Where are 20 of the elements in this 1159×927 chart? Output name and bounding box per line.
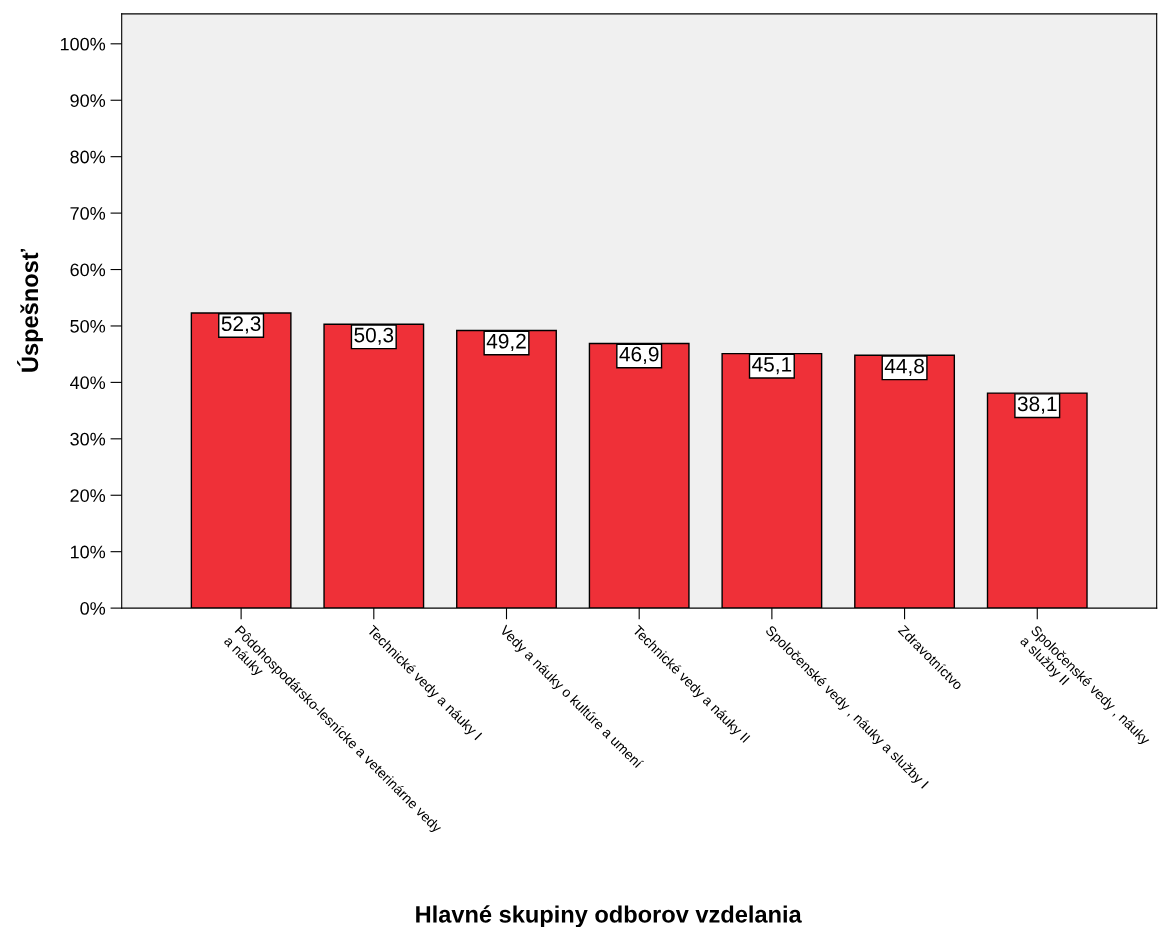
data-label: 49,2 [486, 333, 526, 352]
y-tick-label: 100% [60, 37, 106, 51]
y-tick-label: 40% [70, 376, 106, 390]
y-tick-label: 30% [70, 432, 106, 446]
y-tick-label: 70% [70, 207, 106, 220]
data-label: 46,9 [619, 346, 659, 365]
data-label: 38,1 [1017, 396, 1057, 414]
y-tick-label: 0% [80, 602, 106, 615]
data-label: 52,3 [221, 316, 261, 334]
y-tick-label: 50% [70, 319, 106, 333]
data-label: 44,8 [884, 358, 924, 376]
y-tick-label: 60% [70, 263, 106, 277]
x-axis-title: Hlavné skupiny odborov vzdelania [416, 905, 802, 927]
y-tick-label: 90% [70, 94, 106, 107]
y-tick-label: 20% [70, 489, 106, 502]
data-label: 50,3 [354, 327, 394, 345]
y-tick-label: 80% [70, 150, 106, 164]
y-axis-title: Úspešnosť [17, 248, 43, 372]
y-tick-label: 10% [70, 545, 106, 559]
data-label: 45,1 [752, 357, 792, 375]
